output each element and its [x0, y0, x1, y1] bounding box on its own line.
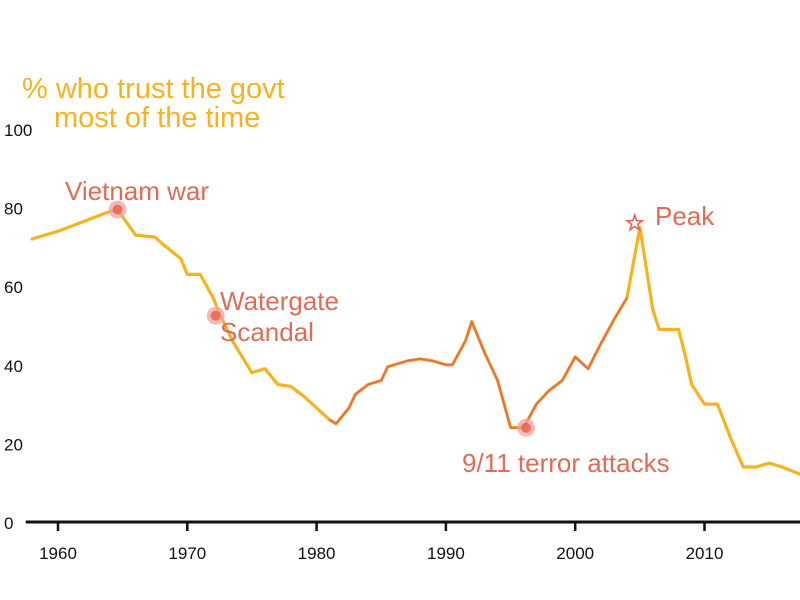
- y-tick-label: 80: [4, 200, 23, 219]
- annotation-label: Peak: [655, 201, 715, 231]
- trust-series-line: [30, 208, 800, 476]
- x-tick-label: 1960: [39, 544, 77, 563]
- y-tick-label: 20: [4, 435, 23, 454]
- annotation-label: Scandal: [220, 317, 314, 347]
- annotation-label: Watergate: [220, 286, 339, 316]
- annotation-label: 9/11 terror attacks: [462, 448, 670, 478]
- annotation-marker-dot: [521, 422, 532, 433]
- y-tick-label: 40: [4, 357, 23, 376]
- x-tick-label: 1980: [298, 544, 336, 563]
- x-tick-label: 1970: [168, 544, 206, 563]
- series-lines: [30, 208, 800, 476]
- annotation-marker-dot: [112, 204, 123, 215]
- annotation-label: Vietnam war: [65, 176, 209, 206]
- y-tick-label: 0: [4, 514, 13, 533]
- chart-title-line-2: most of the time: [54, 102, 260, 134]
- chart-title-line-1: % who trust the govt: [22, 73, 285, 105]
- y-tick-label: 60: [4, 278, 23, 297]
- peak-star-marker: [624, 212, 645, 232]
- x-tick-label: 2010: [686, 544, 724, 563]
- highlighted-series-segment: [328, 297, 628, 429]
- chart-title: % who trust the govt most of the time: [22, 73, 285, 134]
- x-axis: 1960 1970 1980 1990 2000 2010: [25, 520, 800, 563]
- x-tick-label: 2000: [556, 544, 594, 563]
- annotation-marker-dot: [210, 310, 221, 321]
- y-tick-label: 100: [4, 121, 32, 140]
- y-axis-tick-labels: 0 20 40 60 80 100: [4, 121, 32, 533]
- x-tick-label: 1990: [427, 544, 465, 563]
